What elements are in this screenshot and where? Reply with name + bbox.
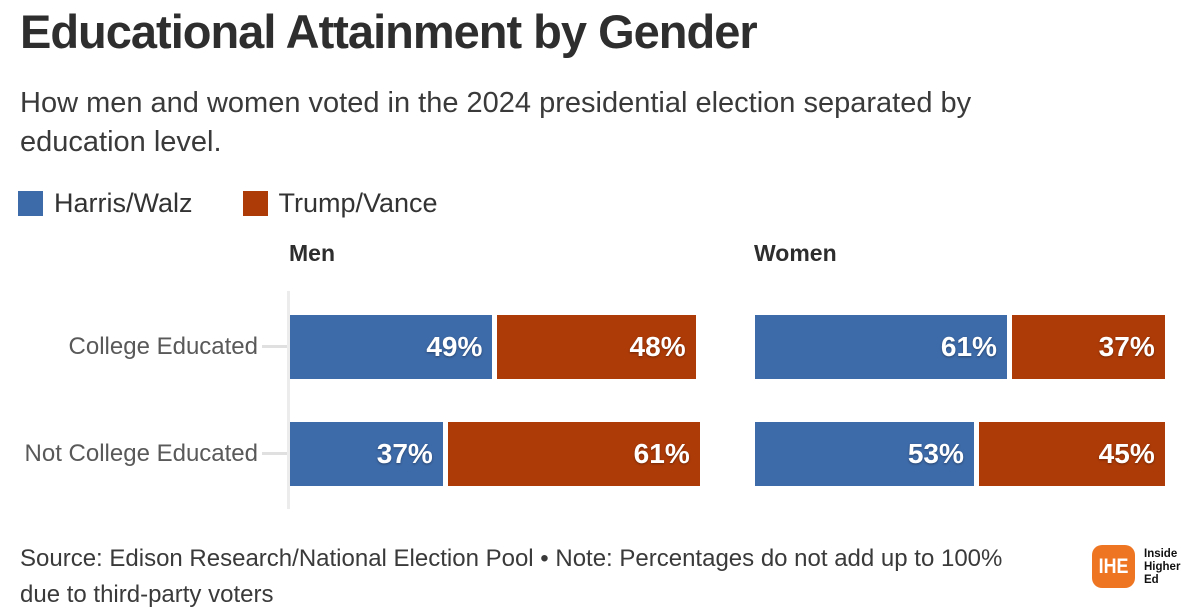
- bar-value-label: 61%: [940, 331, 997, 362]
- legend-swatch-harris-walz: [18, 191, 43, 216]
- legend-label-trump-vance: Trump/Vance: [278, 188, 438, 218]
- legend-swatch-trump-vance: [242, 191, 268, 216]
- axis-tick-not-college-educated: [262, 452, 287, 455]
- chart-subtitle: How men and women voted in the 2024 pres…: [20, 84, 971, 162]
- legend-item-harris-walz: Harris/Walz: [18, 188, 193, 219]
- axis-tick-college-educated: [262, 345, 287, 348]
- bar-value-label: 45%: [1098, 438, 1155, 469]
- bar-value-label: 53%: [907, 438, 964, 469]
- subtitle-line-1: How men and women voted in the 2024 pres…: [20, 87, 972, 119]
- bar-value-label: 37%: [376, 438, 433, 469]
- panel-title-men: Men: [289, 240, 335, 266]
- ihe-logo-name: Inside Higher Ed: [1144, 548, 1180, 587]
- ihe-logo-monogram: IHE: [1098, 554, 1129, 578]
- chart-title: Educational Attainment by Gender: [20, 5, 758, 58]
- bar-value-label: 49%: [426, 331, 483, 362]
- source-note: Source: Edison Research/National Electio…: [20, 541, 1002, 612]
- source-line-2: due to third-party voters: [20, 581, 274, 608]
- bar-value-label: 61%: [633, 438, 690, 469]
- row-label-college-educated: College Educated: [68, 333, 258, 360]
- panel-title-women: Women: [754, 240, 837, 266]
- bar-harris-walz-men-not-college-educated: 37%: [290, 422, 443, 486]
- bar-trump-vance-men-not-college-educated: 61%: [447, 422, 700, 486]
- ihe-logo-name-line-1: Inside: [1144, 548, 1178, 560]
- y-axis-line: [287, 291, 290, 509]
- bar-harris-walz-women-not-college-educated: 53%: [755, 422, 974, 486]
- source-line-1: Source: Edison Research/National Electio…: [20, 545, 1003, 572]
- ihe-logo-name-line-3: Ed: [1144, 574, 1159, 586]
- bar-harris-walz-women-college-educated: 61%: [755, 315, 1007, 379]
- ihe-logo-name-line-2: Higher: [1144, 561, 1181, 573]
- row-label-not-college-educated: Not College Educated: [24, 440, 258, 467]
- bar-value-label: 48%: [629, 331, 686, 362]
- bar-trump-vance-men-college-educated: 48%: [497, 315, 696, 379]
- subtitle-line-2: education level.: [20, 126, 222, 158]
- bar-value-label: 37%: [1098, 331, 1155, 362]
- legend: Harris/Walz Trump/Vance: [18, 188, 438, 219]
- legend-item-trump-vance: Trump/Vance: [242, 188, 438, 219]
- bar-trump-vance-women-college-educated: 37%: [1011, 315, 1165, 379]
- bar-harris-walz-men-college-educated: 49%: [290, 315, 493, 379]
- bar-trump-vance-women-not-college-educated: 45%: [978, 422, 1165, 486]
- legend-label-harris-walz: Harris/Walz: [54, 188, 193, 218]
- ihe-logo: IHE: [1092, 545, 1135, 588]
